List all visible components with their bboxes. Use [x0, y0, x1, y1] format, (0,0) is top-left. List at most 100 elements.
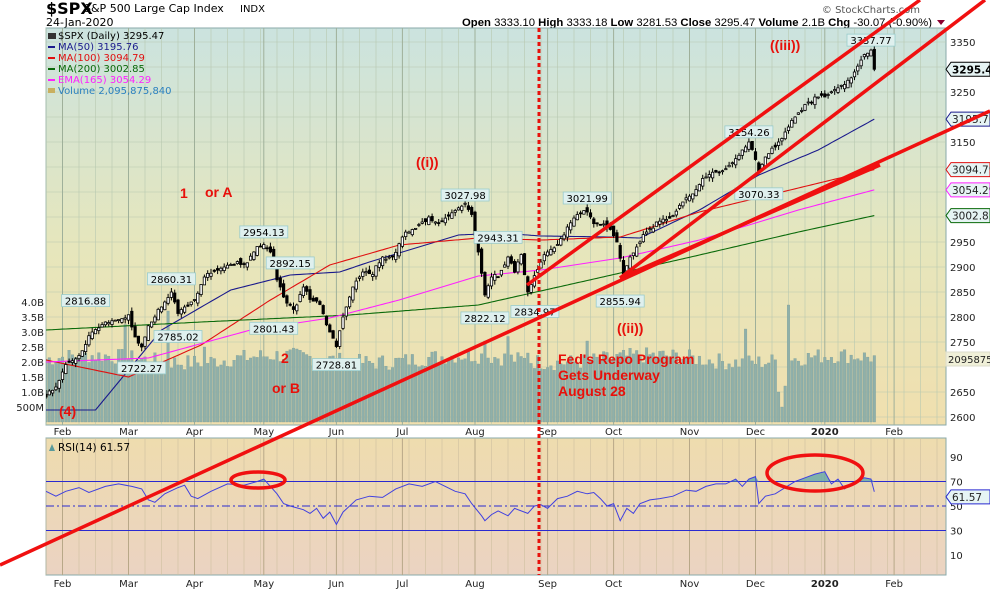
candle-up — [691, 193, 695, 200]
candle-up — [463, 202, 467, 205]
volume-bar — [183, 369, 187, 423]
price-label: 3070.33 — [738, 190, 779, 201]
candle-up — [245, 262, 249, 268]
open-label: Open — [462, 17, 491, 29]
candle-up — [724, 168, 728, 171]
candle-up — [196, 292, 200, 304]
volume-bar — [853, 359, 856, 423]
rsi-line — [46, 471, 946, 531]
volume-tag — [945, 351, 990, 367]
legend: $SPX (Daily) 3295.47 MA(50) 3195.76 MA(1… — [48, 31, 172, 454]
candle-up — [631, 252, 636, 257]
high-value: 3333.18 — [566, 17, 607, 29]
y-tick-label: 2650 — [950, 388, 975, 399]
volume-bar — [823, 357, 827, 423]
price-label: 2954.13 — [243, 228, 284, 239]
volume-bar — [631, 353, 635, 423]
volume-bar — [397, 357, 401, 423]
candle-up — [569, 222, 573, 231]
volume-bar — [199, 366, 203, 423]
x-tick-label: Oct — [605, 427, 622, 438]
volume-bar — [707, 359, 711, 423]
candle-down — [588, 212, 593, 218]
volume-bar — [813, 355, 817, 423]
candle-up — [143, 336, 147, 347]
ma100-line — [46, 169, 875, 378]
candle-up — [747, 141, 751, 150]
rsi-tag-value: 61.57 — [952, 492, 982, 504]
candle-down — [311, 297, 315, 302]
volume-bar — [493, 357, 497, 423]
volume-bar — [724, 369, 728, 423]
open-value: 3333.10 — [494, 17, 535, 29]
candle-down — [281, 283, 286, 298]
candle-down — [872, 48, 876, 70]
candle-up — [450, 212, 454, 219]
volume-bar — [628, 348, 632, 423]
candle-up — [783, 131, 787, 140]
volume-bar — [130, 350, 134, 423]
candle-up — [707, 174, 711, 178]
candle-down — [173, 292, 177, 303]
volume-bar — [301, 352, 305, 423]
candle-down — [242, 263, 246, 265]
volume-bar — [486, 357, 490, 423]
candle-up — [516, 261, 520, 273]
trend-line-support — [619, 163, 881, 280]
legend-volume: Volume 2,095,875,840 — [58, 86, 172, 97]
trend-line-channel-upper — [525, 0, 922, 287]
volume-bar — [450, 355, 454, 423]
volume-bar — [331, 355, 335, 423]
legend-price: $SPX (Daily) 3295.47 — [58, 31, 164, 42]
volume-bar — [645, 347, 649, 423]
candle-up — [559, 238, 563, 246]
volume-bar — [734, 359, 738, 423]
candle-up — [206, 273, 210, 278]
price-label: 2822.12 — [464, 314, 505, 325]
volume-bar — [664, 355, 668, 423]
candle-down — [612, 225, 616, 237]
candle-down — [615, 232, 619, 243]
volume-bar — [321, 363, 325, 423]
rsi-tick-label: 50 — [950, 502, 963, 513]
volume-tick-label: 2.0B — [21, 358, 44, 369]
candle-down — [598, 223, 603, 226]
volume-bar — [727, 363, 731, 423]
volume-bar — [113, 363, 117, 423]
price-label: 2892.15 — [270, 259, 311, 270]
candle-down — [466, 205, 471, 210]
candle-down — [258, 245, 263, 248]
candle-up — [720, 170, 725, 173]
volume-bar — [288, 349, 292, 423]
candle-up — [661, 218, 665, 223]
volume-bar — [219, 364, 223, 423]
price-tag-value: 3094.79 — [952, 165, 990, 177]
candle-up — [786, 126, 791, 131]
volume-bar — [678, 364, 682, 423]
rsi-icon — [49, 444, 55, 451]
x-tick-label: Jun — [328, 579, 345, 590]
candle-up — [803, 104, 807, 111]
candle-up — [602, 223, 606, 226]
candle-up — [697, 184, 702, 192]
volume-bar — [179, 364, 183, 423]
price-label: 2722.27 — [121, 364, 162, 375]
volume-bar — [684, 357, 688, 423]
volume-bar — [717, 353, 721, 423]
candle-up — [182, 306, 187, 313]
candle-up — [84, 344, 88, 353]
rsi-tick-label: 90 — [950, 453, 963, 464]
x-tick-label: Nov — [680, 427, 700, 438]
candle-up — [229, 264, 233, 266]
candle-icon — [48, 33, 56, 39]
volume-bar — [605, 352, 609, 423]
candle-down — [265, 247, 269, 250]
x-tick-label: May — [253, 427, 274, 438]
candle-up — [301, 286, 306, 296]
candle-up — [252, 251, 256, 260]
volume-bar — [744, 328, 748, 423]
y-tick-label: 2850 — [950, 288, 975, 299]
volume-bar — [773, 359, 777, 423]
volume-bar — [437, 362, 441, 423]
candle-down — [753, 151, 758, 160]
